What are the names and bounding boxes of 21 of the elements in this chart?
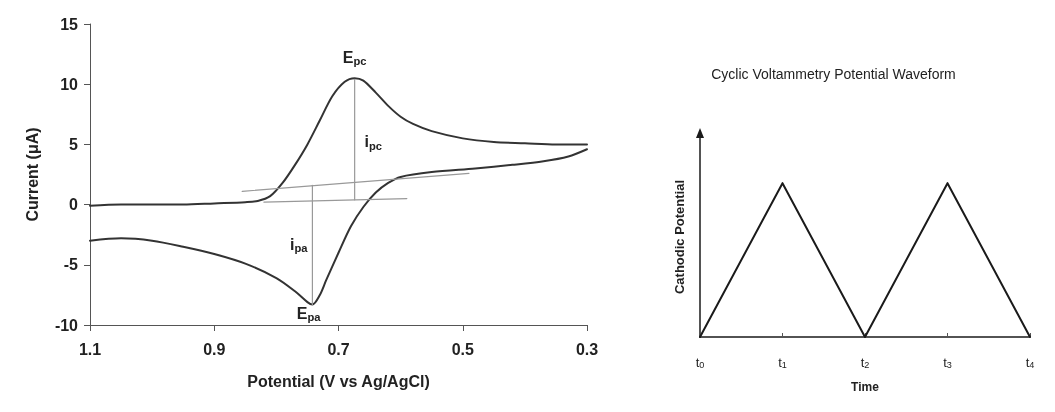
- y-tick-label: 0: [69, 196, 79, 214]
- y-tick-label: 5: [69, 135, 79, 153]
- x-tick-label: 0.7: [327, 340, 350, 358]
- x-tick-label: t4: [1025, 354, 1035, 371]
- y-tick-label: 10: [60, 75, 79, 93]
- x-axis-title: Time: [851, 380, 880, 394]
- x-tick-label: 0.3: [575, 340, 599, 358]
- y-tick-label: -10: [54, 316, 79, 334]
- y-tick-label: 15: [60, 15, 79, 33]
- chart-title: Cyclic Voltammetry Potential Waveform: [711, 66, 956, 82]
- x-tick-label: t1: [778, 354, 787, 371]
- y-axis-title: Current (μA): [23, 127, 41, 222]
- y-axis-title: Cathodic Potential: [672, 179, 687, 295]
- x-tick-label: 1.1: [78, 340, 102, 358]
- x-tick-label: t3: [943, 354, 952, 371]
- x-tick-label: t2: [860, 354, 870, 371]
- x-tick-label: t0: [695, 354, 705, 371]
- x-tick-label: 0.5: [451, 340, 474, 358]
- x-axis-title: Potential (V vs Ag/AgCl): [247, 372, 430, 390]
- y-tick-label: -5: [63, 256, 79, 274]
- x-tick-label: 0.9: [203, 340, 226, 358]
